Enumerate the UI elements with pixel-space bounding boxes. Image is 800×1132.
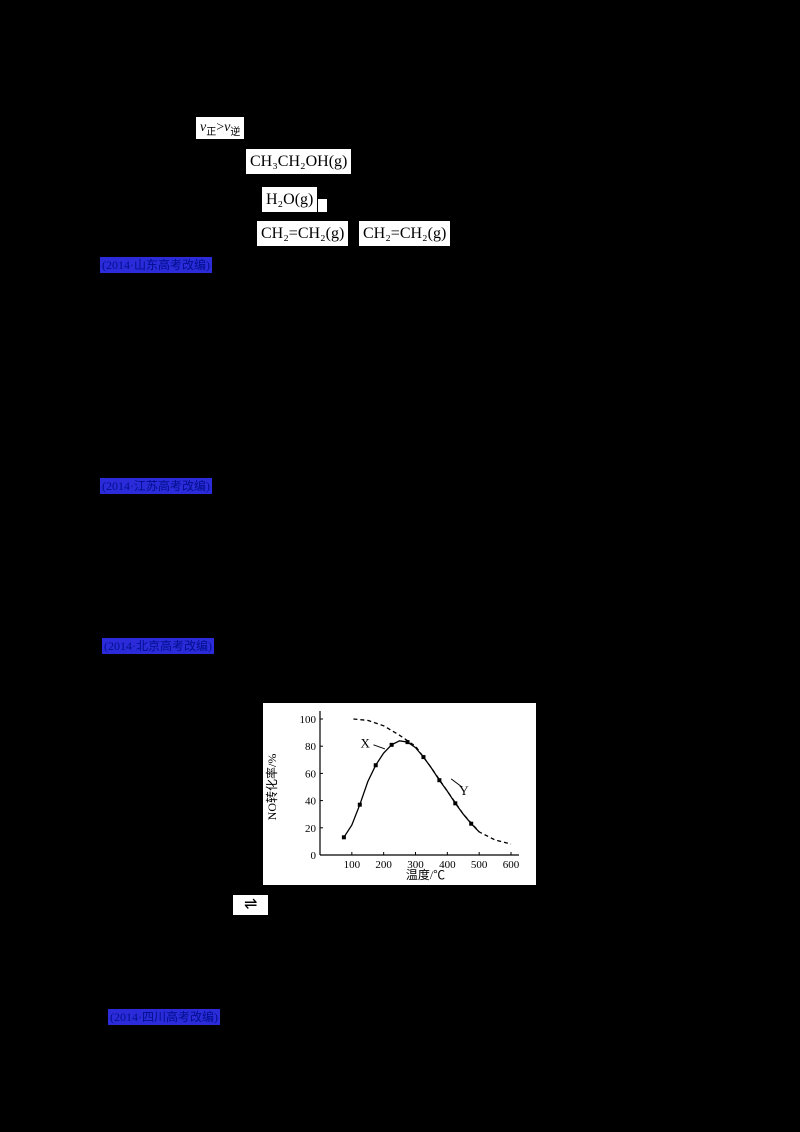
source-tag-2: (2014·江苏高考改编) — [100, 478, 212, 494]
v-forward: v — [200, 120, 207, 135]
source-tag-3: (2014·北京高考改编) — [102, 638, 214, 654]
no-conversion-chart: 100 200 300 400 500 600 0 20 40 60 80 100 X Y 温度/℃ NO转化… — [263, 703, 536, 885]
no-conversion-chart-svg: 100 200 300 400 500 600 0 20 40 60 80 100 X Y 温度/℃ NO转化… — [264, 711, 520, 882]
ethylene-formula-1: CH₂=CH₂(g) — [257, 221, 349, 246]
svg-text:500: 500 — [471, 859, 488, 871]
source-tag-1: (2014·山东高考改编) — [100, 257, 212, 273]
svg-text:200: 200 — [375, 859, 392, 871]
source-tag-4: (2014·四川高考改编) — [108, 1009, 220, 1025]
svg-text:40: 40 — [305, 796, 317, 808]
svg-text:60: 60 — [305, 768, 317, 780]
ethanol-formula: CH₃CH₂OH(g) — [246, 149, 352, 174]
rate-comparison-formula: v正>v逆 — [196, 117, 245, 139]
svg-text:Y: Y — [459, 783, 469, 798]
greater-than: > — [216, 120, 225, 135]
v-reverse: v — [224, 120, 231, 135]
svg-text:100: 100 — [300, 714, 317, 726]
svg-text:0: 0 — [311, 850, 317, 862]
svg-text:X: X — [361, 735, 371, 750]
v-forward-sub: 正 — [206, 126, 217, 138]
svg-text:20: 20 — [305, 823, 317, 835]
formula-fragment — [318, 199, 327, 212]
svg-text:400: 400 — [439, 859, 456, 871]
water-formula: H₂O(g) — [262, 187, 318, 212]
ethylene-formula-2: CH₂=CH₂(g) — [359, 221, 451, 246]
svg-text:温度/℃: 温度/℃ — [406, 867, 445, 882]
equilibrium-arrow-symbol: ⇌ — [233, 895, 269, 915]
svg-text:80: 80 — [305, 741, 317, 753]
svg-text:100: 100 — [344, 859, 361, 871]
v-reverse-sub: 逆 — [230, 126, 241, 138]
svg-text:600: 600 — [503, 859, 520, 871]
svg-text:300: 300 — [407, 859, 424, 871]
svg-text:NO转化率/%: NO转化率/% — [264, 754, 279, 821]
